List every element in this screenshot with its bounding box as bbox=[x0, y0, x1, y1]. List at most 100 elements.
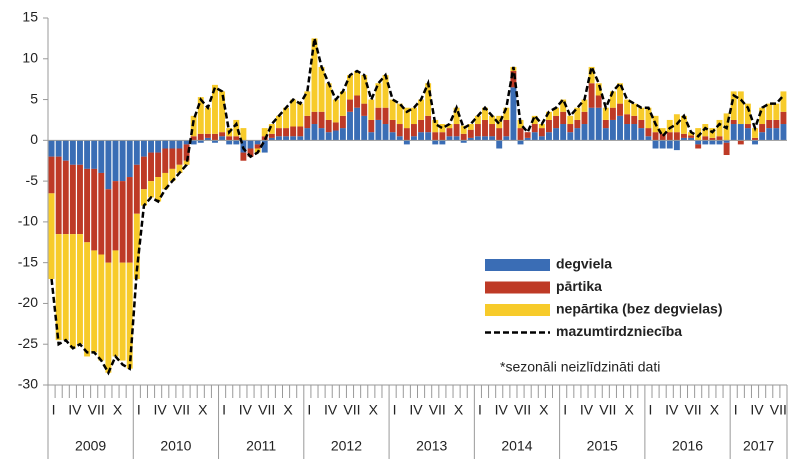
bar bbox=[275, 115, 282, 129]
bar bbox=[304, 115, 311, 129]
bar bbox=[105, 262, 112, 373]
bar bbox=[716, 119, 723, 137]
bar bbox=[425, 83, 432, 116]
bar bbox=[148, 140, 154, 153]
bar bbox=[91, 168, 98, 251]
bar bbox=[688, 135, 695, 138]
bar bbox=[318, 66, 325, 112]
bar bbox=[126, 177, 133, 263]
bar bbox=[510, 71, 517, 88]
year-label: 2009 bbox=[75, 438, 106, 454]
bar bbox=[716, 136, 723, 141]
bar bbox=[162, 172, 169, 190]
bar bbox=[688, 137, 695, 141]
x-tick-label: I bbox=[648, 402, 652, 418]
bar bbox=[254, 144, 261, 149]
bar bbox=[474, 115, 481, 125]
bar bbox=[354, 95, 361, 108]
bar bbox=[482, 119, 488, 137]
bar bbox=[112, 140, 119, 182]
bar bbox=[617, 103, 623, 116]
bar bbox=[62, 234, 69, 341]
bar bbox=[517, 128, 524, 141]
x-tick-label: X bbox=[113, 402, 123, 418]
x-tick-label: IV bbox=[324, 402, 338, 418]
y-tick-label: -10 bbox=[18, 213, 38, 229]
bar bbox=[375, 83, 382, 108]
bar bbox=[332, 99, 339, 123]
x-tick-label: VII bbox=[514, 402, 531, 418]
bar bbox=[311, 38, 318, 112]
bar bbox=[467, 124, 474, 130]
bar bbox=[361, 103, 368, 116]
bar bbox=[396, 103, 403, 125]
bar bbox=[567, 115, 574, 125]
bar bbox=[283, 128, 289, 137]
bar bbox=[517, 119, 524, 129]
bar bbox=[183, 160, 190, 165]
bar bbox=[773, 128, 780, 141]
x-tick-label: IV bbox=[580, 402, 594, 418]
legend-label: nepārtika (bez degvielas) bbox=[556, 301, 723, 317]
bar bbox=[354, 71, 361, 96]
y-tick-label: -5 bbox=[26, 172, 39, 188]
bar bbox=[275, 136, 282, 141]
bar bbox=[325, 83, 332, 120]
bar bbox=[105, 140, 112, 190]
bar bbox=[233, 136, 240, 141]
x-tick-label: IV bbox=[239, 402, 253, 418]
bar bbox=[709, 140, 716, 145]
bar bbox=[119, 262, 126, 361]
bar bbox=[176, 164, 183, 173]
bar bbox=[396, 136, 403, 141]
bar bbox=[546, 119, 552, 133]
bar bbox=[382, 124, 389, 141]
bar bbox=[48, 193, 55, 279]
bar bbox=[467, 137, 474, 141]
bar bbox=[645, 107, 652, 129]
bar bbox=[538, 124, 545, 129]
bar bbox=[673, 132, 680, 141]
bar bbox=[133, 140, 140, 165]
bar bbox=[659, 133, 666, 141]
bar bbox=[631, 103, 638, 116]
bar bbox=[247, 140, 254, 149]
bar bbox=[297, 126, 304, 137]
bar bbox=[375, 119, 382, 141]
bar bbox=[602, 128, 609, 141]
bar bbox=[574, 128, 581, 141]
bar bbox=[212, 140, 218, 143]
bar bbox=[744, 124, 751, 129]
x-tick-label: X bbox=[539, 402, 549, 418]
bar bbox=[460, 140, 467, 143]
x-tick-label: IV bbox=[495, 402, 509, 418]
bar bbox=[666, 132, 673, 141]
y-tick-label: 10 bbox=[22, 49, 38, 65]
bar bbox=[339, 128, 346, 141]
bar bbox=[546, 132, 552, 141]
bar bbox=[609, 91, 616, 108]
bar bbox=[609, 119, 616, 141]
bar bbox=[560, 99, 567, 112]
y-tick-label: -15 bbox=[18, 253, 38, 269]
bar bbox=[389, 119, 396, 133]
bar bbox=[553, 107, 560, 116]
bar bbox=[638, 107, 645, 120]
x-tick-label: I bbox=[52, 402, 56, 418]
x-tick-label: VII bbox=[770, 402, 787, 418]
bar bbox=[325, 119, 332, 133]
bar bbox=[354, 107, 361, 141]
bar bbox=[553, 128, 560, 141]
bar bbox=[659, 140, 666, 149]
bar bbox=[84, 168, 91, 243]
bar bbox=[453, 124, 460, 137]
bar bbox=[389, 99, 396, 120]
bar bbox=[112, 181, 119, 251]
x-tick-label: X bbox=[454, 402, 464, 418]
bar bbox=[695, 144, 702, 149]
bar bbox=[48, 140, 55, 157]
bar bbox=[190, 136, 197, 141]
bar bbox=[162, 148, 169, 173]
x-tick-label: X bbox=[198, 402, 208, 418]
